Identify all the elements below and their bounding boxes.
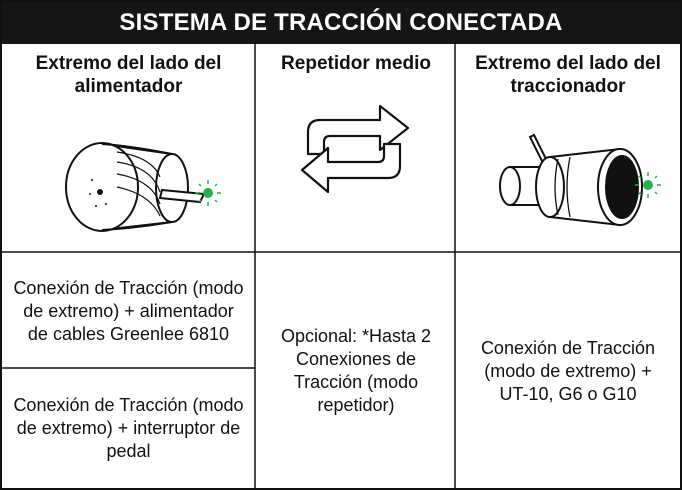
column-header: Repetidor medio	[281, 53, 431, 74]
status-light	[635, 172, 661, 198]
column-header: Extremo del lado del alimentador	[35, 53, 222, 97]
column-header: Extremo del lado del traccionador	[475, 53, 661, 97]
spool-icon	[65, 142, 221, 232]
table-cell: Conexión de Tracción (modo de extremo) +…	[13, 277, 244, 344]
table-cell: Conexión de Tracción (modo de extremo) +…	[13, 395, 244, 461]
puller-icon	[499, 133, 661, 227]
table-cell: Opcional: *Hasta 2 Conexiones de Tracció…	[280, 326, 432, 415]
table-cell: Conexión de Tracción (modo de extremo) +…	[480, 337, 656, 404]
status-light	[195, 180, 221, 206]
table-title: SISTEMA DE TRACCIÓN CONECTADA	[2, 2, 680, 44]
repeater-icon	[300, 104, 410, 194]
